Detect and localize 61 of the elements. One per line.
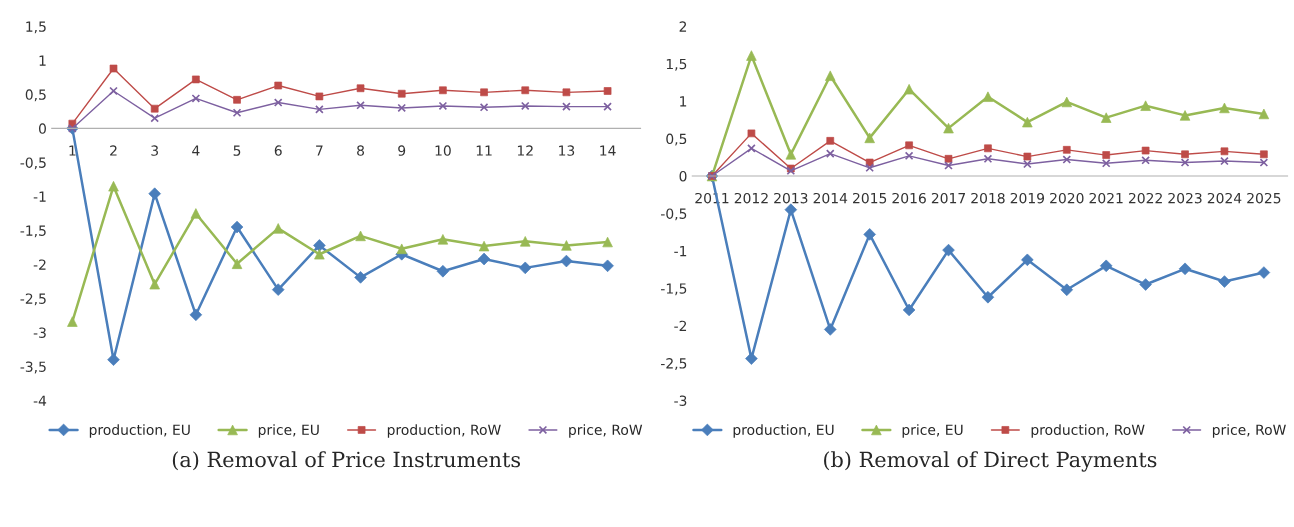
x-tick-label: 2021 bbox=[1089, 192, 1123, 204]
y-tick-label: 0,5 bbox=[25, 89, 46, 102]
y-tick-label: -0,5 bbox=[20, 157, 46, 170]
y-tick-label: 1,5 bbox=[26, 21, 46, 34]
x-tick-label: 8 bbox=[357, 145, 365, 156]
x-tick-label: 6 bbox=[274, 145, 282, 156]
legend-label: production, RoW bbox=[1031, 424, 1145, 438]
x-tick-label: 2018 bbox=[971, 192, 1005, 204]
legend-label: production, RoW bbox=[387, 424, 501, 438]
x-tick-label: 14 bbox=[600, 145, 616, 156]
x-tick-label: 2015 bbox=[853, 192, 887, 204]
x-tick-label: 12 bbox=[517, 145, 533, 156]
x-tick-label: 2024 bbox=[1207, 192, 1242, 204]
x-tick-label: 2023 bbox=[1168, 192, 1202, 204]
y-tick-label: -4 bbox=[33, 395, 47, 406]
legend-label: price, EU bbox=[258, 424, 319, 438]
y-tick-label: -3,5 bbox=[20, 361, 46, 374]
x-tick-label: 2013 bbox=[774, 192, 808, 204]
x-tick-label: 2016 bbox=[892, 192, 926, 204]
y-tick-label: -2 bbox=[33, 259, 46, 270]
y-tick-label: -2,5 bbox=[20, 293, 46, 306]
y-tick-label: -2 bbox=[674, 320, 687, 331]
x-tick-label: 2022 bbox=[1128, 192, 1162, 204]
legend-label: price, RoW bbox=[1212, 424, 1286, 438]
y-tick-label: 0 bbox=[679, 170, 687, 182]
y-tick-label: -1,5 bbox=[20, 225, 46, 238]
x-tick-label: 3 bbox=[151, 145, 158, 156]
y-tick-label: -1,5 bbox=[661, 283, 687, 296]
text: (a) Removal of Price Instruments bbox=[172, 451, 521, 471]
y-tick-label: -1 bbox=[674, 246, 687, 257]
text: (b) Removal of Direct Payments bbox=[824, 451, 1157, 472]
y-tick-label: -1 bbox=[33, 191, 46, 202]
x-tick-label: 2020 bbox=[1050, 192, 1084, 204]
x-tick-label: 2019 bbox=[1010, 192, 1045, 204]
x-tick-label: 9 bbox=[398, 145, 406, 156]
x-tick-label: 2017 bbox=[931, 192, 965, 204]
x-tick-label: 2012 bbox=[734, 192, 768, 204]
y-tick-label: 1 bbox=[39, 55, 46, 66]
y-tick-label: 0,5 bbox=[666, 133, 687, 146]
legend-label: price, EU bbox=[902, 424, 963, 438]
y-tick-label: -3 bbox=[674, 395, 687, 406]
x-tick-label: 2025 bbox=[1247, 192, 1281, 204]
x-tick-label: 2014 bbox=[813, 192, 848, 204]
x-tick-label: 10 bbox=[435, 145, 451, 156]
legend-label: production, EU bbox=[733, 424, 834, 438]
y-tick-label: 2 bbox=[679, 21, 687, 32]
y-tick-label: -2,5 bbox=[661, 358, 687, 370]
x-tick-label: 11 bbox=[476, 145, 492, 156]
x-tick-label: 7 bbox=[316, 145, 323, 156]
x-tick-label: 4 bbox=[192, 145, 200, 156]
y-tick-label: 1 bbox=[680, 96, 687, 107]
x-tick-label: 1 bbox=[69, 145, 76, 156]
x-tick-label: 2 bbox=[110, 145, 117, 156]
y-tick-label: 0 bbox=[38, 123, 46, 134]
legend-label: price, RoW bbox=[569, 424, 643, 438]
y-tick-label: 1,5 bbox=[666, 58, 687, 71]
legend-label: production, EU bbox=[89, 424, 190, 438]
x-tick-label: 5 bbox=[233, 145, 241, 156]
y-tick-label: -0,5 bbox=[661, 208, 687, 221]
x-tick-label: 13 bbox=[559, 145, 575, 156]
y-tick-label: -3 bbox=[33, 327, 46, 338]
